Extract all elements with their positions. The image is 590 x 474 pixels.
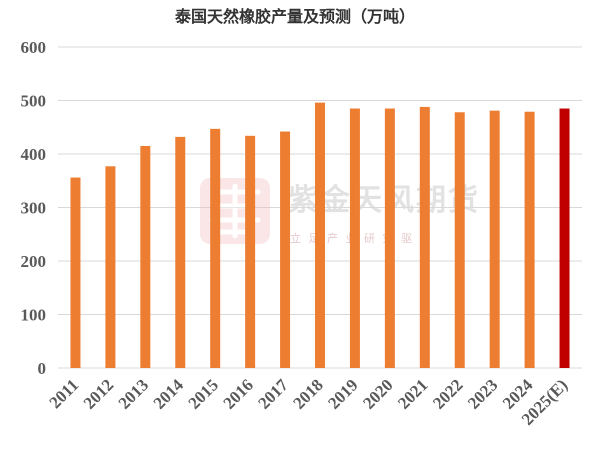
x-tick-label: 2015 (185, 375, 222, 412)
x-tick-label: 2019 (324, 375, 361, 412)
x-axis-ticks: 2011201220132014201520162017201820192020… (45, 375, 571, 429)
x-tick-label: 2012 (80, 375, 117, 412)
x-tick-label: 2022 (429, 375, 466, 412)
y-tick-label: 600 (21, 38, 47, 57)
bar-2017 (280, 131, 291, 368)
y-tick-label: 100 (21, 306, 47, 325)
bar-2011 (70, 177, 81, 368)
bar-2013 (140, 145, 151, 368)
x-tick-label: 2021 (394, 375, 431, 412)
x-tick-label: 2016 (219, 375, 256, 412)
bar-2020 (384, 108, 395, 369)
bar-2014 (175, 136, 186, 368)
bar-2024 (524, 111, 535, 369)
y-tick-label: 300 (21, 199, 47, 218)
x-tick-label: 2011 (45, 375, 82, 412)
bar-2015 (210, 128, 221, 368)
y-tick-label: 500 (21, 92, 47, 111)
bars (70, 102, 570, 369)
bar-2018 (315, 102, 325, 368)
y-tick-label: 400 (21, 145, 47, 164)
watermark: 紫金天风期货 立 足 产 业 研 究 驱 动 (200, 178, 478, 245)
x-tick-label: 2018 (289, 375, 326, 412)
y-axis-ticks: 0 100 200 300 400 500 600 (21, 38, 47, 378)
bar-2016 (245, 135, 256, 368)
x-tick-label: 2020 (359, 375, 396, 412)
bar-2022 (454, 112, 465, 369)
x-tick-label: 2013 (115, 375, 152, 412)
x-tick-label: 2017 (254, 375, 292, 413)
y-tick-label: 0 (38, 359, 47, 378)
x-tick-label: 2023 (464, 375, 501, 412)
bar-2012 (105, 166, 116, 368)
bar-2023 (489, 110, 500, 368)
x-tick-label: 2014 (150, 375, 188, 413)
bar-2021 (419, 106, 430, 369)
watermark-slogan: 立 足 产 业 研 究 驱 动 (290, 231, 432, 245)
bar-2019 (349, 108, 360, 369)
y-tick-label: 200 (21, 252, 47, 271)
bar-2025(E) (559, 108, 570, 369)
chart-title: 泰国天然橡胶产量及预测（万吨） (174, 7, 415, 26)
